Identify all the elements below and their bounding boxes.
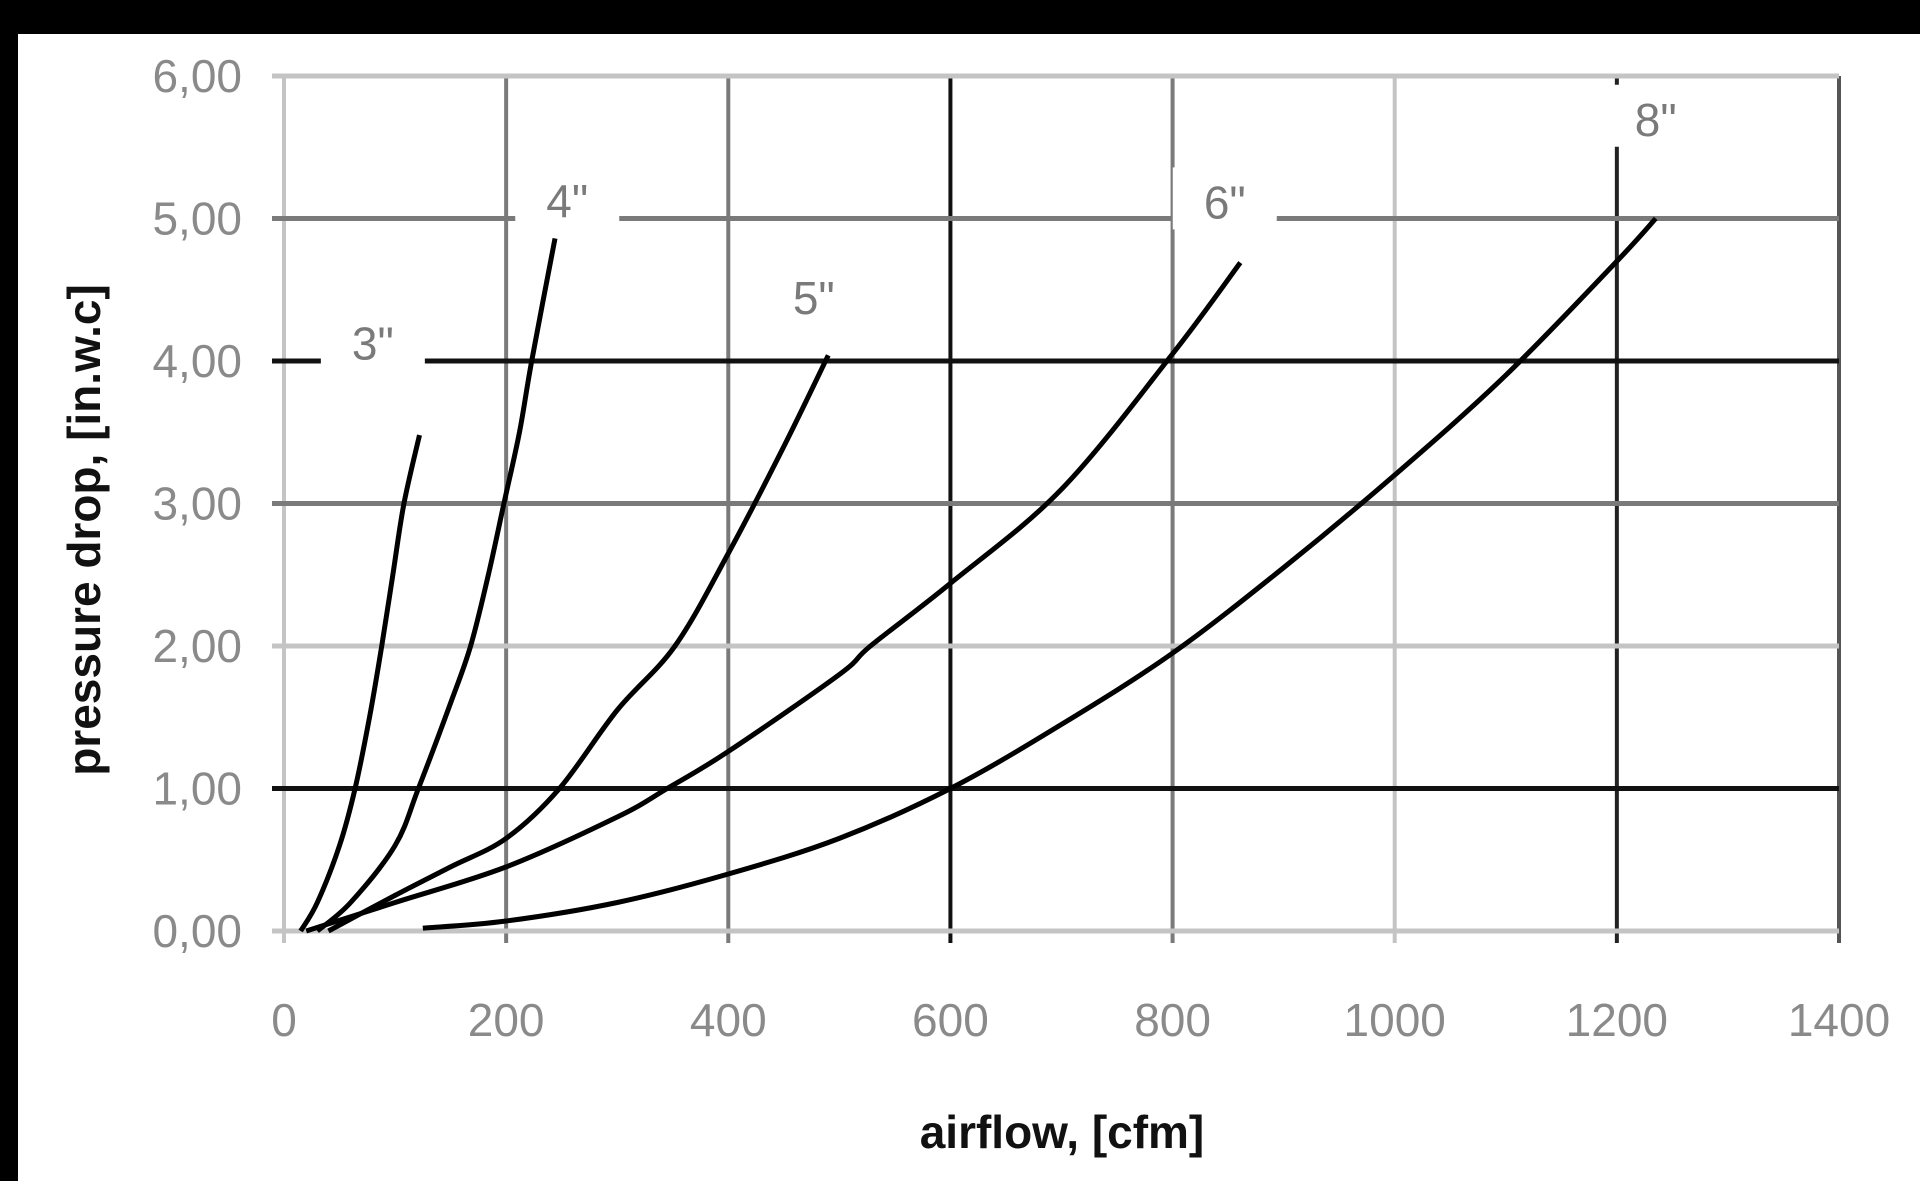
curve-5in [327, 354, 831, 934]
curve-label-4in: 4" [546, 175, 588, 227]
curve-label-bg [515, 165, 620, 228]
curve-labels: 3" 4" 5" 6" 8" [320, 84, 1708, 371]
chart-canvas: 3" 4" 5" 6" 8" 0,00 1,00 2,00 3,00 4,00 5,00 6,00 … [18, 34, 1920, 1181]
chart-grid [272, 73, 1841, 943]
x-tick-label: 400 [690, 994, 767, 1046]
pressure-drop-chart: 3"4"5"6"8" 0,001,002,003,004,005,006,00 … [58, 50, 1890, 1158]
curve-8in [422, 216, 1658, 931]
x-tick-label: 600 [912, 994, 989, 1046]
y-axis-tick-labels: 0,00 1,00 2,00 3,00 4,00 5,00 6,00 [152, 50, 242, 957]
curve-label-bg [1603, 84, 1708, 147]
curve-label-8in: 8" [1635, 94, 1677, 146]
curve-6in [305, 261, 1243, 934]
curve-label-5in: 5" [793, 272, 835, 324]
curve-label-6in: 6" [1204, 176, 1246, 228]
y-tick-label: 4,00 [152, 335, 242, 387]
x-axis-tick-labels: 0 200 400 600 800 1000 1200 1400 [271, 994, 1890, 1046]
y-tick-label: 0,00 [152, 905, 242, 957]
y-tick-label: 1,00 [152, 763, 242, 815]
x-tick-label: 1000 [1344, 994, 1446, 1046]
x-tick-label: 0 [271, 994, 297, 1046]
y-axis-title: pressure drop, [in.w.c] [58, 284, 110, 776]
y-tick-label: 5,00 [152, 193, 242, 245]
curve-label-bg [761, 262, 866, 325]
x-tick-label: 1200 [1566, 994, 1668, 1046]
curve-label-3in: 3" [352, 317, 394, 369]
curve-label-bg [1172, 167, 1277, 230]
x-tick-label: 200 [468, 994, 545, 1046]
curve-label-bg [320, 308, 425, 371]
curve-3in [298, 434, 422, 933]
x-axis-title: airflow, [cfm] [920, 1106, 1205, 1158]
x-tick-label: 1400 [1788, 994, 1890, 1046]
chart-curves [298, 216, 1658, 934]
curve-4in [315, 237, 558, 933]
x-tick-label: 800 [1134, 994, 1211, 1046]
y-tick-label: 2,00 [152, 620, 242, 672]
y-tick-label: 3,00 [152, 478, 242, 530]
y-tick-label: 6,00 [152, 50, 242, 102]
